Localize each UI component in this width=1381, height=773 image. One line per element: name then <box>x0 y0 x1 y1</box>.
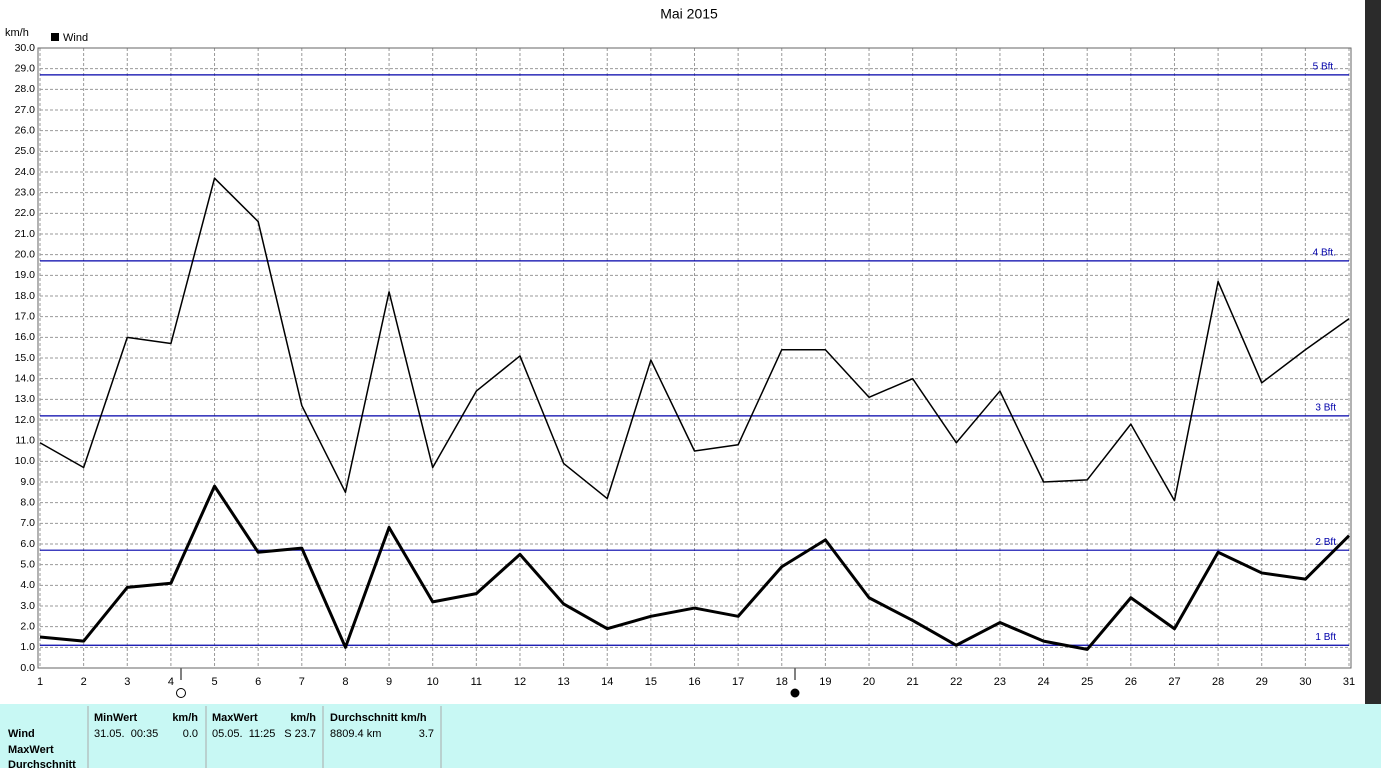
cell: 05.05. 11:25 <box>212 728 275 740</box>
x-tick-label: 7 <box>299 676 305 688</box>
y-tick-label: 12.0 <box>15 414 36 426</box>
beaufort-label: 5 Bft. <box>1313 62 1336 73</box>
x-tick-label: 10 <box>427 676 439 688</box>
row-label: Durchschnitt <box>8 759 76 768</box>
cell: 0.0 <box>183 728 198 740</box>
cell: S 23.7 <box>284 728 316 740</box>
y-axis-unit: km/h <box>5 27 29 39</box>
y-tick-label: 29.0 <box>15 62 36 74</box>
x-tick-label: 13 <box>557 676 569 688</box>
y-tick-label: 5.0 <box>20 558 35 570</box>
y-tick-label: 6.0 <box>20 538 35 550</box>
x-tick-label: 4 <box>168 676 174 688</box>
x-tick-label: 22 <box>950 676 962 688</box>
y-tick-label: 20.0 <box>15 248 36 260</box>
beaufort-label: 1 Bft <box>1315 632 1336 643</box>
y-tick-label: 28.0 <box>15 83 36 95</box>
series-line <box>39 484 1351 651</box>
x-tick-label: 8 <box>342 676 348 688</box>
y-tick-label: 26.0 <box>15 124 36 136</box>
y-tick-label: 10.0 <box>15 455 36 467</box>
y-tick-label: 4.0 <box>20 579 35 591</box>
legend-swatch <box>51 33 59 41</box>
column-header: MinWert <box>94 712 138 724</box>
x-tick-label: 12 <box>514 676 526 688</box>
cell: 31.05. 00:35 <box>94 728 158 740</box>
series-line <box>39 177 1350 502</box>
y-tick-label: 19.0 <box>15 269 36 281</box>
legend-label: Wind <box>63 32 88 44</box>
x-tick-label: 30 <box>1299 676 1311 688</box>
x-tick-label: 11 <box>471 676 482 688</box>
y-tick-label: 13.0 <box>15 393 36 405</box>
x-tick-label: 3 <box>124 676 130 688</box>
y-tick-label: 30.0 <box>15 42 36 54</box>
plot-frame <box>37 47 1352 669</box>
y-tick-label: 2.0 <box>20 620 35 632</box>
x-tick-label: 23 <box>994 676 1006 688</box>
y-tick-label: 11.0 <box>15 434 35 446</box>
column-header: MaxWert <box>212 712 258 724</box>
y-tick-label: 15.0 <box>15 352 36 364</box>
column-header: Durchschnitt km/h <box>330 712 427 724</box>
x-tick-label: 19 <box>819 676 831 688</box>
beaufort-label: 4 Bft. <box>1313 248 1336 259</box>
x-tick-label: 21 <box>907 676 919 688</box>
column-unit: km/h <box>290 712 316 724</box>
column-unit: km/h <box>172 712 198 724</box>
x-tick-label: 6 <box>255 676 261 688</box>
beaufort-label: 3 Bft <box>1315 403 1336 414</box>
y-tick-label: 22.0 <box>15 207 36 219</box>
y-tick-label: 3.0 <box>20 600 35 612</box>
y-tick-label: 14.0 <box>15 372 36 384</box>
x-tick-label: 15 <box>645 676 657 688</box>
y-tick-label: 9.0 <box>20 476 35 488</box>
x-tick-label: 1 <box>37 676 43 688</box>
beaufort-label: 2 Bft <box>1315 537 1336 548</box>
x-tick-label: 24 <box>1037 676 1049 688</box>
y-tick-label: 7.0 <box>20 517 35 529</box>
x-tick-label: 16 <box>688 676 700 688</box>
x-tick-label: 17 <box>732 676 744 688</box>
x-tick-label: 25 <box>1081 676 1093 688</box>
x-tick-label: 28 <box>1212 676 1224 688</box>
cell: 8809.4 km <box>330 728 381 740</box>
x-tick-label: 27 <box>1168 676 1180 688</box>
x-tick-label: 26 <box>1125 676 1137 688</box>
table-background <box>0 704 1381 768</box>
row-label: Wind <box>8 728 35 740</box>
chart-title: Mai 2015 <box>660 6 718 22</box>
y-tick-label: 1.0 <box>20 641 35 653</box>
y-tick-label: 8.0 <box>20 496 35 508</box>
x-tick-label: 29 <box>1256 676 1268 688</box>
x-tick-label: 14 <box>601 676 613 688</box>
y-tick-label: 25.0 <box>15 145 36 157</box>
y-tick-label: 18.0 <box>15 290 36 302</box>
summary-table: Wind MaxWert Durchschnitt MinWert km/h M… <box>0 704 1381 771</box>
x-tick-label: 18 <box>776 676 788 688</box>
y-tick-label: 16.0 <box>15 331 36 343</box>
window-edge <box>1365 0 1381 704</box>
y-tick-label: 0.0 <box>20 662 35 674</box>
cell: 3.7 <box>419 728 434 740</box>
y-tick-label: 23.0 <box>15 186 36 198</box>
new-moon-icon <box>176 688 186 698</box>
x-tick-label: 5 <box>211 676 217 688</box>
row-label: MaxWert <box>8 744 54 756</box>
y-tick-label: 27.0 <box>15 104 36 116</box>
x-tick-label: 20 <box>863 676 875 688</box>
x-tick-label: 31 <box>1343 676 1355 688</box>
y-tick-label: 17.0 <box>15 310 36 322</box>
full-moon-icon <box>790 688 800 698</box>
y-tick-label: 21.0 <box>15 228 36 240</box>
y-tick-label: 24.0 <box>15 166 36 178</box>
x-tick-label: 2 <box>81 676 87 688</box>
x-tick-label: 9 <box>386 676 392 688</box>
